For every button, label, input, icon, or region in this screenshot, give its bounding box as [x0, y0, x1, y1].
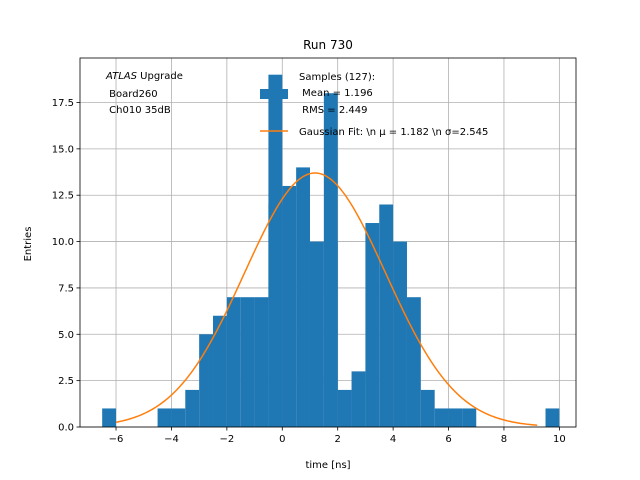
legend-samples-patch	[260, 89, 288, 99]
y-tick-label: 0.0	[58, 423, 74, 434]
histogram-bar	[351, 371, 366, 427]
x-tick-label: 4	[390, 434, 396, 445]
x-tick-label: 10	[553, 434, 566, 445]
histogram-bar	[420, 389, 435, 427]
histogram-bar	[406, 297, 421, 427]
x-tick-label: 8	[501, 434, 507, 445]
y-axis-label: Entries	[23, 227, 34, 262]
histogram-bar	[268, 74, 283, 427]
histogram-bar	[545, 408, 560, 427]
histogram-bar	[171, 408, 186, 427]
histogram-bar	[296, 167, 310, 427]
legend: Samples (127): Mean = 1.196 RMS = 2.449 …	[260, 72, 488, 138]
y-axis-ticks: 0.0 2.5 5.0 7.5 10.0 12.5 15.0 17.5	[52, 98, 80, 434]
histogram-bar	[240, 297, 255, 427]
histogram-bar	[157, 408, 172, 427]
x-axis-ticks: −6 −4 −2 0 2 4 6 8 10	[109, 427, 566, 445]
histogram-bar	[199, 334, 214, 427]
gaussian-fit-curve	[115, 172, 538, 426]
x-tick-label: 0	[279, 434, 285, 445]
x-axis-label: time [ns]	[305, 460, 350, 471]
x-tick-label: −2	[219, 434, 234, 445]
annotation-line-3: Ch010 35dB	[106, 105, 171, 116]
legend-samples-line-1: Samples (127):	[299, 72, 375, 83]
histogram-bar	[434, 408, 449, 427]
histogram-bar	[393, 241, 407, 427]
histogram-bar	[448, 408, 463, 427]
histogram-bar	[226, 297, 241, 427]
histogram-bar	[379, 204, 394, 427]
y-tick-label: 7.5	[58, 283, 74, 294]
histogram-bar	[309, 241, 324, 427]
y-tick-label: 5.0	[58, 330, 74, 341]
annotation-line-1: ATLAS Upgrade	[105, 71, 183, 82]
histogram-bar	[254, 297, 269, 427]
axes-frame	[79, 57, 577, 428]
histogram-bar	[185, 389, 200, 427]
histogram-bar	[282, 185, 297, 427]
y-tick-label: 15.0	[52, 144, 74, 155]
histogram-bar	[365, 223, 380, 427]
y-tick-label: 17.5	[52, 98, 74, 109]
annotation-upgrade-word: Upgrade	[137, 71, 183, 82]
legend-fit-label: Gaussian Fit: \n μ = 1.182 \n σ=2.545	[299, 127, 488, 138]
histogram-bar	[462, 408, 477, 427]
annotation-line-2: Board260	[106, 89, 158, 100]
x-tick-label: −6	[109, 434, 124, 445]
atlas-annotation: ATLAS Upgrade Board260 Ch010 35dB	[105, 71, 183, 116]
x-tick-label: 2	[335, 434, 341, 445]
legend-samples-line-3: RMS = 2.449	[299, 105, 367, 116]
histogram-bar	[102, 408, 117, 427]
y-tick-label: 12.5	[52, 191, 74, 202]
histogram-bar	[337, 389, 352, 427]
histogram-bar	[213, 315, 227, 427]
legend-samples-line-2: Mean = 1.196	[299, 88, 373, 99]
x-tick-label: −4	[164, 434, 179, 445]
chart-title: Run 730	[303, 38, 353, 52]
x-tick-label: 6	[445, 434, 451, 445]
y-tick-label: 2.5	[58, 376, 74, 387]
annotation-atlas-word: ATLAS	[105, 71, 138, 82]
y-tick-label: 10.0	[52, 237, 74, 248]
histogram-bars	[102, 74, 560, 428]
histogram-bar	[323, 93, 338, 428]
